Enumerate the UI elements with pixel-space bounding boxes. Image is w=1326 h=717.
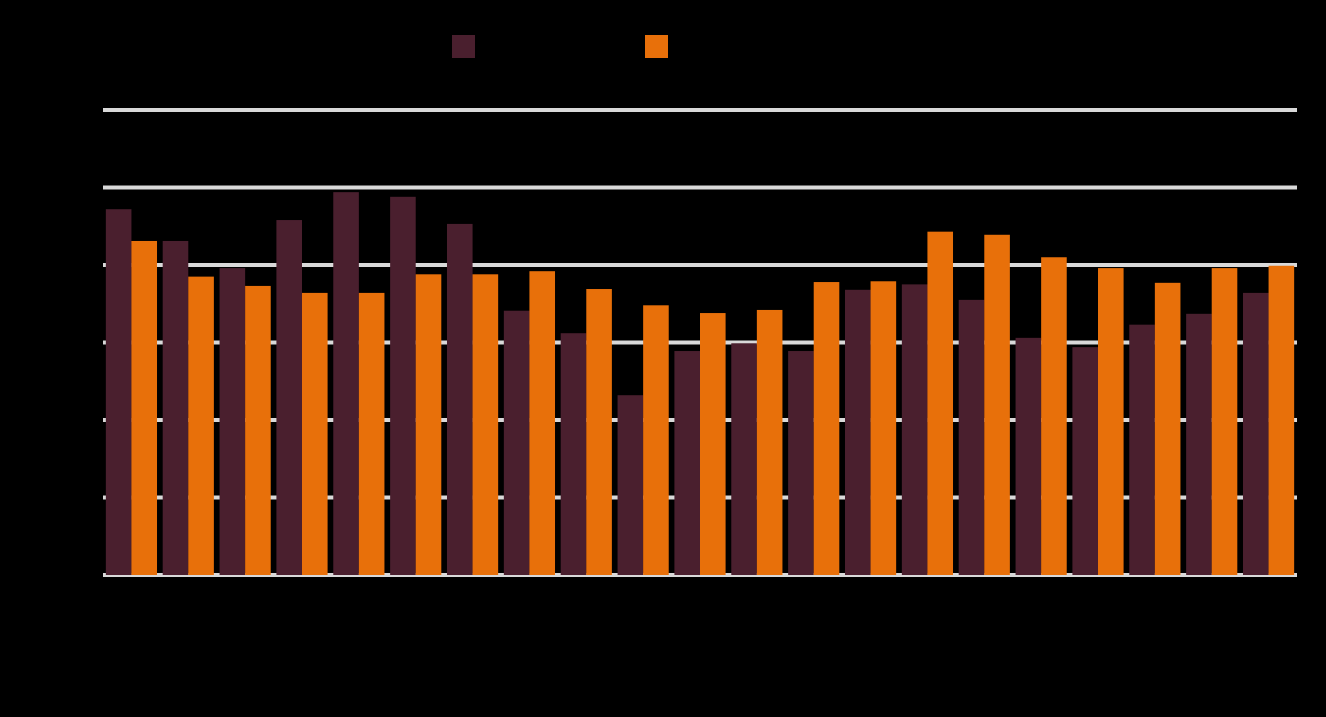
bar [617,395,644,575]
bar [245,285,271,575]
bar [333,192,359,575]
bar [276,220,302,576]
bar [358,292,385,575]
bar [674,351,700,575]
bar [1041,257,1067,575]
bar [188,276,214,575]
bar [813,282,840,575]
bar [415,274,442,575]
bar [756,309,783,575]
bar [105,209,132,575]
bar [219,268,246,575]
bar [844,289,871,575]
bar [1129,324,1155,575]
bar [1154,282,1181,575]
bar [131,240,158,575]
legend-swatch [645,35,668,58]
bar [1072,347,1098,575]
bar [390,196,416,576]
bar [788,351,814,575]
bar [503,310,530,575]
bar [1098,268,1124,575]
bar [1015,337,1042,575]
bar [162,240,189,575]
bar [446,223,473,576]
bar [731,343,757,575]
bar [472,274,499,575]
bar [1268,265,1295,575]
bar [302,292,328,575]
bar [1242,292,1269,575]
bar [984,234,1010,575]
bar [870,281,897,575]
legend-swatch [452,35,475,58]
bar [1211,268,1238,575]
bar [1186,313,1212,575]
bar [927,231,954,576]
bar [643,305,669,575]
bar [958,299,985,575]
bar [586,289,612,575]
bar [901,284,928,575]
bar [560,333,587,575]
bar [700,313,726,575]
bar [529,271,556,575]
